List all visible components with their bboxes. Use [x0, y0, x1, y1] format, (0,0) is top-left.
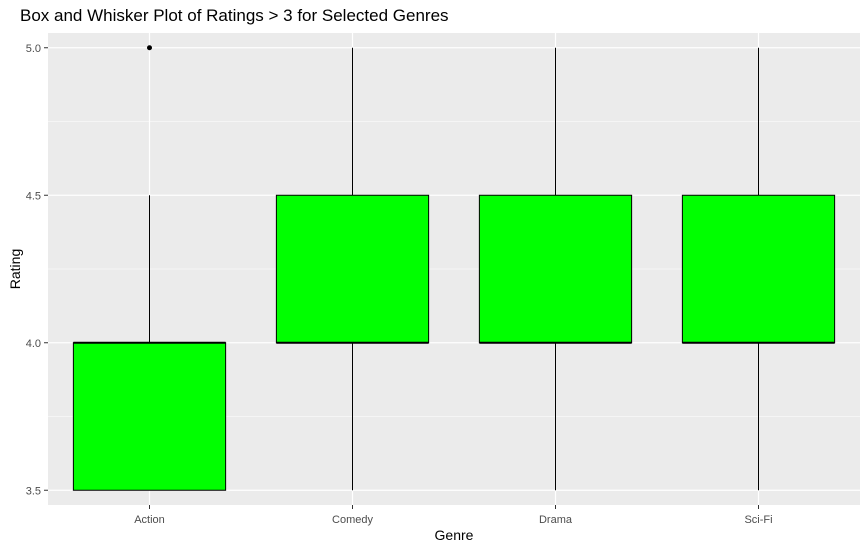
x-tick-label: Drama [539, 514, 573, 526]
box-iqr [72, 342, 227, 491]
box-drama [478, 47, 633, 491]
x-tick-label: Sci-Fi [744, 514, 772, 526]
x-tick-label: Comedy [332, 514, 373, 526]
y-axis-title: Rating [7, 249, 23, 289]
y-tick-label: 4.0 [26, 338, 41, 350]
box-iqr [681, 194, 836, 344]
outlier-point [147, 45, 152, 51]
y-tick-label: 3.5 [26, 485, 41, 497]
box-iqr [478, 194, 633, 344]
box-iqr [275, 194, 430, 344]
y-tick-label: 4.5 [26, 190, 41, 202]
x-tick-label: Action [134, 514, 165, 526]
x-axis-title: Genre [435, 527, 474, 543]
box-action [72, 45, 227, 491]
box-comedy [275, 47, 430, 491]
axes: 3.5 4.0 4.5 5.0 Action Comedy Drama Sci-Fi [26, 43, 773, 526]
y-tick-label: 5.0 [26, 43, 41, 55]
box-sci-fi [681, 47, 836, 491]
chart-title: Box and Whisker Plot of Ratings > 3 for … [20, 6, 449, 25]
boxes [72, 45, 836, 491]
